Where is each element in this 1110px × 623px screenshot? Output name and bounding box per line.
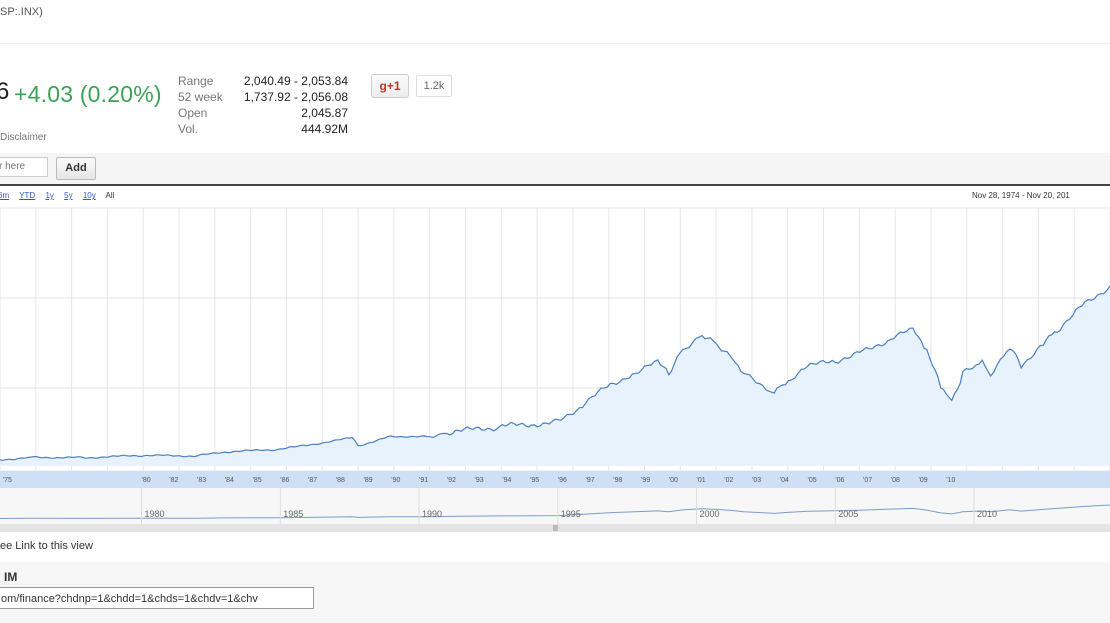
price-chart[interactable]: '75 '80 '82 '83 '84 '85 '86 '87 '88 '89 '90 '91 '92 '…	[0, 186, 1110, 536]
compare-input[interactable]	[0, 157, 48, 177]
date-range: Nov 28, 1974 - Nov 20, 201	[972, 191, 1070, 200]
year-tick-label: '06	[835, 477, 844, 484]
year-tick-label: '96	[558, 477, 567, 484]
year-tick-label: '09	[919, 477, 928, 484]
year-axis: '75 '80 '82 '83 '84 '85 '86 '87 '88 '89 '90 '91 '92 '…	[3, 477, 956, 484]
stat-label: Open	[178, 106, 208, 120]
year-tick-label: '83	[197, 477, 206, 484]
stat-row-range: Range 2,040.49 - 2,053.84	[178, 73, 348, 89]
zoom-all[interactable]: All	[105, 191, 115, 200]
price-fragment: 6	[0, 78, 10, 105]
year-tick-label: '86	[280, 477, 289, 484]
navigator-year-label: 2005	[838, 509, 858, 519]
scrollbar-grip[interactable]	[553, 525, 558, 531]
year-tick-label: '02	[724, 477, 733, 484]
year-tick-label: '75	[3, 477, 12, 484]
navigator-year-label: 1990	[422, 509, 442, 519]
year-tick-label: '08	[891, 477, 900, 484]
year-tick-label: '85	[253, 477, 262, 484]
zoom-controls: 6m YTD 1y 5y 10y All	[0, 191, 122, 200]
year-tick-label: '94	[502, 477, 511, 484]
chart-top-border	[0, 184, 1110, 186]
year-tick-label: '98	[613, 477, 622, 484]
navigator-year-label: 1980	[145, 509, 165, 519]
stat-value: 1,737.92 - 2,056.08	[243, 90, 348, 104]
compare-toolbar	[0, 153, 1110, 185]
year-tick-label: '82	[169, 477, 178, 484]
navigator-year-label: 1995	[561, 509, 581, 519]
zoom-ytd[interactable]: YTD	[19, 191, 36, 200]
navigator-year-label: 1985	[283, 509, 303, 519]
year-tick-label: '95	[530, 477, 539, 484]
embed-url-field[interactable]: om/finance?chdnp=1&chdd=1&chds=1&chdv=1&…	[0, 587, 314, 609]
zoom-1y[interactable]: 1y	[45, 191, 54, 200]
year-tick-label: '89	[364, 477, 373, 484]
plus-one-label: +1	[386, 79, 401, 93]
year-tick-label: '05	[808, 477, 817, 484]
price-change: +4.03 (0.20%)	[14, 81, 162, 107]
year-tick-label: '07	[863, 477, 872, 484]
year-tick-label: '93	[475, 477, 484, 484]
plus-one-count: 1.2k	[416, 75, 452, 97]
year-tick-label: '91	[419, 477, 428, 484]
year-tick-label: '10	[946, 477, 955, 484]
stats-table: Range 2,040.49 - 2,053.84 52 week 1,737.…	[178, 73, 348, 137]
header-divider	[0, 43, 1110, 44]
google-plus-button[interactable]: g+1	[371, 74, 409, 98]
navigator-year-label: 2000	[700, 509, 720, 519]
navigator-labels: 1980 1985 1990 1995 2000 2005 2010	[141, 488, 997, 524]
year-tick-label: '84	[225, 477, 234, 484]
stat-value: 444.92M	[301, 122, 348, 136]
stat-label: 52 week	[178, 90, 223, 104]
year-tick-label: '90	[391, 477, 400, 484]
year-tick-label: '03	[752, 477, 761, 484]
stat-row-open: Open 2,045.87	[178, 105, 348, 121]
stat-label: Vol.	[178, 122, 199, 136]
disclaimer-link[interactable]: Disclaimer	[0, 132, 47, 143]
zoom-6m[interactable]: 6m	[0, 191, 10, 200]
chart-area-fill	[0, 286, 1110, 466]
stat-label: Range	[178, 74, 214, 88]
embed-label: IM	[4, 570, 18, 584]
chart-series-line	[0, 285, 1110, 461]
year-tick-label: '92	[447, 477, 456, 484]
stat-value: 2,045.87	[301, 106, 348, 120]
year-tick-label: '01	[697, 477, 706, 484]
navigator-line	[0, 504, 1110, 519]
stat-row-52week: 52 week 1,737.92 - 2,056.08	[178, 89, 348, 105]
year-tick-label: '99	[641, 477, 650, 484]
stat-value: 2,040.49 - 2,053.84	[243, 74, 348, 88]
year-axis-band	[0, 471, 1110, 488]
link-to-view[interactable]: ee Link to this view	[0, 540, 93, 552]
zoom-10y[interactable]: 10y	[82, 191, 96, 200]
year-tick-label: '04	[780, 477, 789, 484]
year-tick-label: '00	[669, 477, 678, 484]
zoom-5y[interactable]: 5y	[64, 191, 73, 200]
google-plus-icon: g	[379, 79, 387, 93]
year-tick-label: '87	[308, 477, 317, 484]
ticker-symbol: SP:.INX)	[0, 6, 43, 18]
navigator-year-label: 2010	[977, 509, 997, 519]
year-tick-label: '88	[336, 477, 345, 484]
year-tick-label: '97	[586, 477, 595, 484]
year-tick-label: '80	[142, 477, 151, 484]
stat-row-volume: Vol. 444.92M	[178, 121, 348, 137]
add-button[interactable]: Add	[56, 157, 96, 180]
